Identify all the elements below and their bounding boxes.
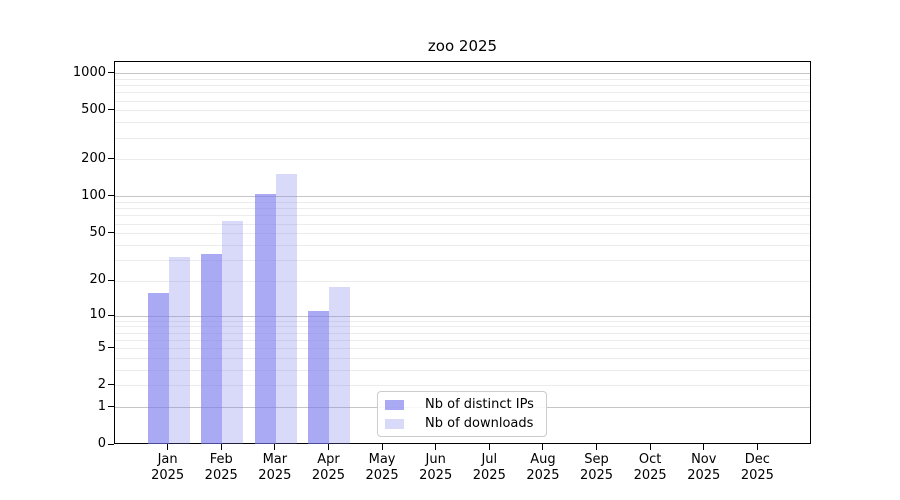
x-tick-label: Jul 2025	[472, 452, 506, 483]
x-tick-label: Mar 2025	[258, 452, 292, 483]
bar-downloads-apr	[329, 286, 351, 444]
legend-item-downloads: Nb of downloads	[385, 416, 546, 431]
y-tick-label: 1	[97, 398, 106, 414]
y-tick-label: 50	[89, 224, 106, 240]
y-gridline-minor	[115, 122, 810, 124]
x-tick-label: Apr 2025	[311, 452, 345, 483]
y-tick-label: 1000	[72, 64, 106, 80]
x-tick-label: Jan 2025	[151, 452, 185, 483]
y-tick	[108, 347, 114, 349]
y-gridline-minor	[115, 208, 810, 210]
legend-label-downloads: Nb of downloads	[425, 416, 534, 431]
y-tick	[108, 72, 114, 74]
x-tick	[220, 444, 222, 450]
x-tick-label: Feb 2025	[204, 452, 238, 483]
y-gridline-minor	[115, 339, 810, 341]
y-gridline-minor	[115, 110, 810, 112]
x-tick	[596, 444, 598, 450]
x-tick	[327, 444, 329, 450]
y-gridline-minor	[115, 137, 810, 139]
y-gridline-minor	[115, 215, 810, 217]
y-gridline-minor	[115, 320, 810, 322]
y-gridline-major	[115, 196, 810, 198]
y-tick-label: 500	[81, 101, 106, 117]
x-tick	[542, 444, 544, 450]
x-tick-label: Dec 2025	[740, 452, 774, 483]
y-tick	[108, 279, 114, 281]
x-tick	[435, 444, 437, 450]
x-tick	[649, 444, 651, 450]
y-tick-label: 5	[97, 339, 106, 355]
y-tick-label: 100	[81, 187, 106, 203]
y-gridline-minor	[115, 100, 810, 102]
bar-distinct-ips-jan	[147, 292, 169, 444]
y-gridline-minor	[115, 92, 810, 94]
bar-downloads-feb	[222, 220, 244, 444]
y-tick	[108, 195, 114, 197]
legend-swatch-distinct-ips	[385, 399, 404, 410]
x-tick	[703, 444, 705, 450]
legend-swatch-downloads	[385, 418, 404, 429]
y-gridline-minor	[115, 348, 810, 350]
x-tick	[381, 444, 383, 450]
x-tick-label: Jun 2025	[419, 452, 453, 483]
y-tick	[108, 232, 114, 234]
x-tick	[167, 444, 169, 450]
bar-distinct-ips-mar	[254, 194, 276, 444]
x-tick-label: Nov 2025	[687, 452, 721, 483]
y-tick-label: 20	[89, 272, 106, 288]
y-gridline-major	[115, 73, 810, 75]
y-gridline-minor	[115, 159, 810, 161]
x-tick-label: Oct 2025	[633, 452, 667, 483]
y-tick	[108, 384, 114, 386]
y-gridline-major	[115, 315, 810, 317]
y-gridline-minor	[115, 280, 810, 282]
y-tick-label: 0	[97, 436, 106, 451]
x-tick	[488, 444, 490, 450]
y-gridline-minor	[115, 357, 810, 359]
y-tick-label: 200	[81, 150, 106, 166]
y-tick	[108, 314, 114, 316]
x-tick-label: Sep 2025	[579, 452, 614, 483]
y-gridline-minor	[115, 332, 810, 334]
y-gridline-minor	[115, 223, 810, 225]
y-tick	[108, 443, 114, 445]
y-gridline-minor	[115, 369, 810, 371]
y-gridline-minor	[115, 326, 810, 328]
legend: Nb of distinct IPs Nb of downloads	[377, 391, 547, 437]
x-tick-label: May 2025	[365, 452, 399, 483]
y-gridline-minor	[115, 202, 810, 204]
bar-downloads-jan	[168, 257, 190, 444]
bar-downloads-mar	[275, 173, 297, 444]
bar-distinct-ips-apr	[308, 311, 330, 444]
y-gridline-minor	[115, 385, 810, 387]
y-gridline-minor	[115, 259, 810, 261]
legend-item-distinct-ips: Nb of distinct IPs	[385, 397, 546, 412]
y-gridline-minor	[115, 78, 810, 80]
bar-distinct-ips-feb	[201, 253, 223, 444]
y-tick-label: 10	[89, 307, 106, 323]
y-tick-label: 2	[97, 376, 106, 392]
x-tick-label: Aug 2025	[526, 452, 560, 483]
chart-title: zoo 2025	[427, 37, 498, 55]
plot-area	[114, 61, 811, 444]
legend-label-distinct-ips: Nb of distinct IPs	[425, 397, 534, 412]
x-tick	[274, 444, 276, 450]
y-gridline-minor	[115, 244, 810, 246]
x-tick	[756, 444, 758, 450]
y-gridline-minor	[115, 85, 810, 87]
y-tick	[108, 109, 114, 111]
y-tick	[108, 158, 114, 160]
y-gridline-minor	[115, 233, 810, 235]
y-tick	[108, 406, 114, 408]
